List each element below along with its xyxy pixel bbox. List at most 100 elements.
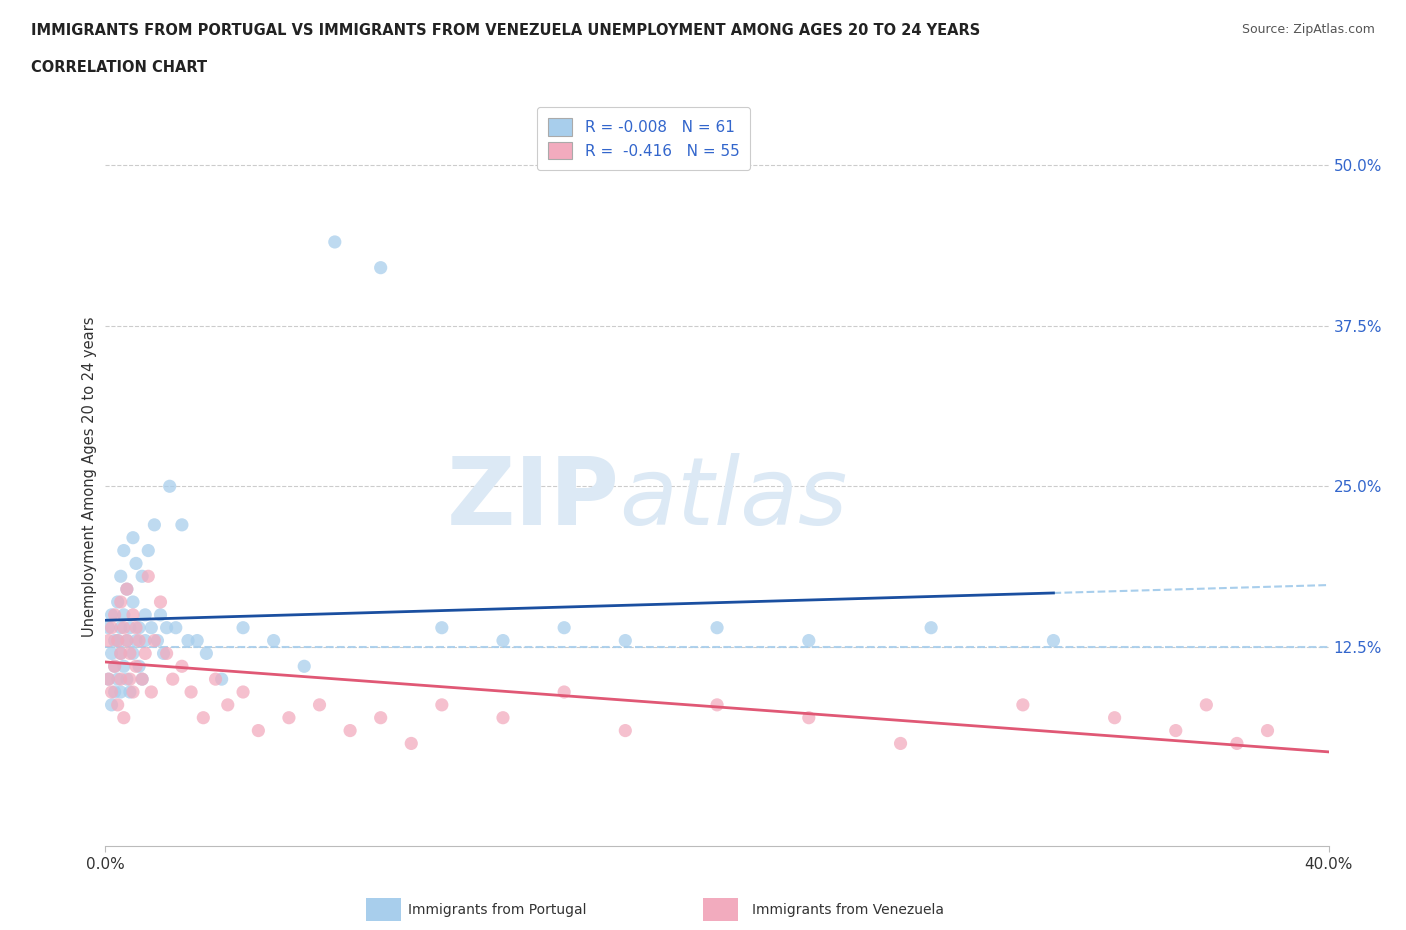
Point [110, 671, 132, 686]
Point [115, 581, 138, 596]
Point [100, 698, 122, 712]
Point [247, 724, 270, 738]
Point [920, 620, 942, 635]
Point [104, 607, 127, 622]
Point [122, 530, 145, 545]
Point [553, 684, 575, 699]
Point [131, 671, 153, 686]
Point [165, 620, 187, 635]
Y-axis label: Unemployment Among Ages 20 to 24 years: Unemployment Among Ages 20 to 24 years [82, 316, 97, 637]
Point [141, 620, 163, 635]
Point [136, 543, 159, 558]
Point [118, 646, 141, 661]
Point [110, 594, 132, 609]
Point [115, 633, 138, 648]
Text: Source: ZipAtlas.com: Source: ZipAtlas.com [1241, 23, 1375, 36]
Point [118, 620, 141, 635]
Point [104, 658, 127, 673]
Point [170, 517, 193, 532]
Point [100, 684, 122, 699]
Point [128, 658, 150, 673]
Point [115, 581, 138, 596]
Point [152, 646, 174, 661]
Point [232, 684, 254, 699]
Point [614, 633, 637, 648]
Point [339, 724, 361, 738]
Point [112, 711, 135, 725]
Point [1195, 698, 1218, 712]
Text: Immigrants from Portugal: Immigrants from Portugal [408, 902, 586, 917]
Point [430, 620, 453, 635]
Point [193, 711, 215, 725]
Point [112, 658, 135, 673]
Point [122, 684, 145, 699]
Point [125, 556, 148, 571]
Point [149, 594, 172, 609]
Point [1226, 736, 1249, 751]
Point [889, 736, 911, 751]
Point [797, 711, 820, 725]
Point [107, 594, 129, 609]
Point [159, 479, 181, 494]
Point [323, 234, 346, 249]
Point [232, 620, 254, 635]
Point [97, 671, 120, 686]
Point [100, 607, 122, 622]
Legend: R = -0.008   N = 61, R =  -0.416   N = 55: R = -0.008 N = 61, R = -0.416 N = 55 [537, 107, 749, 170]
Point [107, 633, 129, 648]
Point [278, 711, 301, 725]
Point [128, 633, 150, 648]
Point [553, 620, 575, 635]
Point [370, 260, 392, 275]
Text: atlas: atlas [619, 453, 848, 544]
Point [100, 646, 122, 661]
Point [430, 698, 453, 712]
Point [115, 633, 138, 648]
Point [162, 671, 184, 686]
Point [492, 633, 515, 648]
Point [706, 698, 728, 712]
Point [128, 620, 150, 635]
Point [155, 646, 177, 661]
Point [107, 633, 129, 648]
Point [186, 633, 208, 648]
Point [125, 658, 148, 673]
Point [110, 569, 132, 584]
Point [97, 633, 120, 648]
Point [112, 543, 135, 558]
Point [122, 607, 145, 622]
Point [100, 620, 122, 635]
Point [614, 724, 637, 738]
Point [136, 569, 159, 584]
Point [107, 671, 129, 686]
Point [97, 620, 120, 635]
Point [146, 633, 169, 648]
Point [180, 684, 202, 699]
Point [125, 620, 148, 635]
Text: IMMIGRANTS FROM PORTUGAL VS IMMIGRANTS FROM VENEZUELA UNEMPLOYMENT AMONG AGES 20: IMMIGRANTS FROM PORTUGAL VS IMMIGRANTS F… [31, 23, 980, 38]
Point [1104, 711, 1126, 725]
Point [211, 671, 233, 686]
Point [401, 736, 423, 751]
Point [1011, 698, 1033, 712]
Point [1042, 633, 1064, 648]
Point [141, 684, 163, 699]
Point [110, 684, 132, 699]
Point [122, 594, 145, 609]
Point [107, 698, 129, 712]
Point [131, 569, 153, 584]
Point [370, 711, 392, 725]
Point [110, 646, 132, 661]
Point [134, 646, 156, 661]
Point [118, 671, 141, 686]
Point [706, 620, 728, 635]
Point [155, 620, 177, 635]
Point [134, 633, 156, 648]
Point [308, 698, 330, 712]
Point [112, 620, 135, 635]
Point [797, 633, 820, 648]
Point [1164, 724, 1187, 738]
Point [125, 633, 148, 648]
Point [104, 684, 127, 699]
Point [143, 633, 166, 648]
